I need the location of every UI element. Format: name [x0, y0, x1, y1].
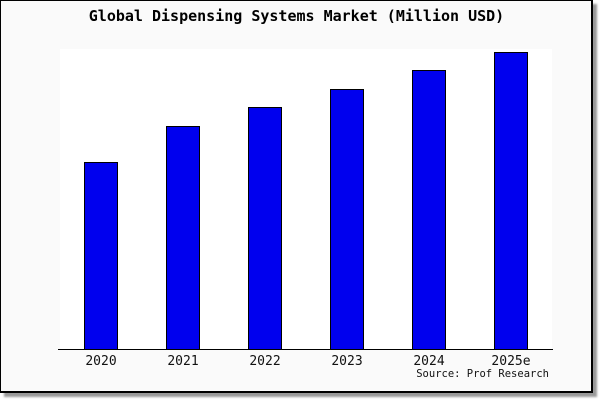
bar-2025e	[494, 52, 528, 349]
bar-2023	[330, 89, 364, 349]
x-tick-label-2025e: 2025e	[491, 354, 531, 369]
x-tick-label-2020: 2020	[85, 354, 117, 369]
bar-2021	[166, 126, 200, 349]
chart-title: Global Dispensing Systems Market (Millio…	[88, 7, 505, 25]
bar-2020	[84, 162, 118, 349]
x-tick-label-2022: 2022	[249, 354, 281, 369]
source-credit: Source: Prof Research	[416, 368, 549, 380]
plot-area	[60, 49, 552, 349]
x-axis-line	[58, 349, 553, 350]
x-tick-label-2023: 2023	[331, 354, 363, 369]
bar-2022	[248, 107, 282, 349]
x-tick-label-2024: 2024	[413, 354, 445, 369]
bar-2024	[412, 70, 446, 349]
x-tick-label-2021: 2021	[167, 354, 199, 369]
x-axis-labels: 2020 2021 2022 2023 2024 2025e	[60, 354, 552, 369]
